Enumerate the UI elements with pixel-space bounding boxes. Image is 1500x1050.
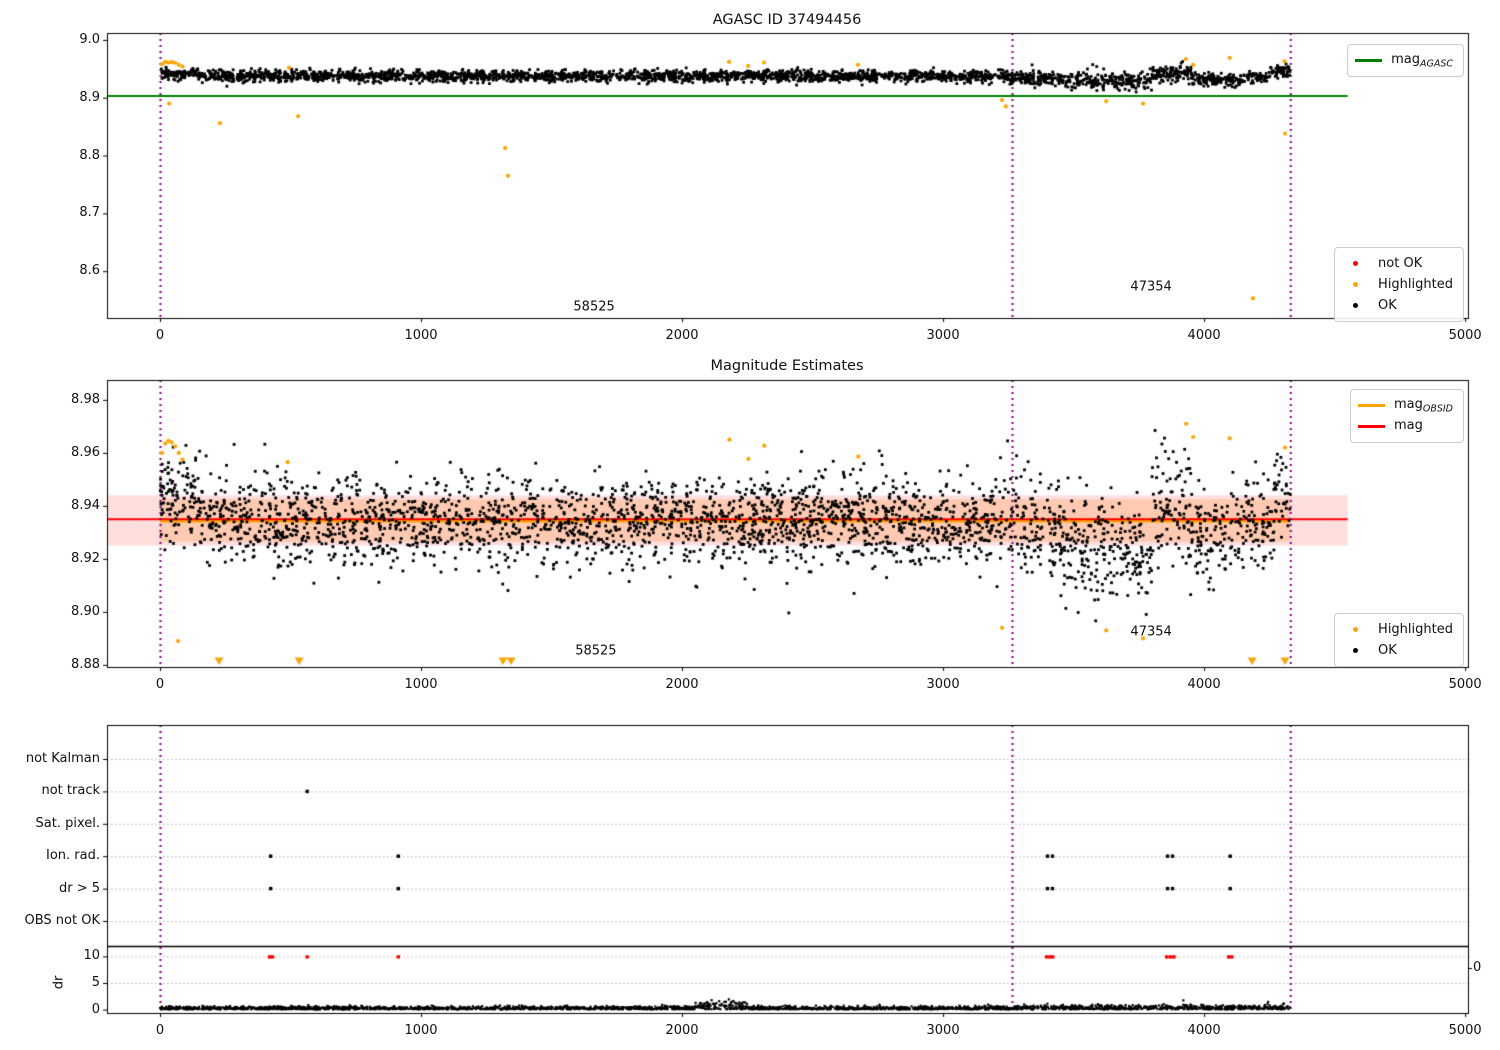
panel1-title: AGASC ID 37494456 bbox=[712, 12, 862, 28]
red-dot-swatch bbox=[1353, 261, 1359, 266]
legend-label: Highlighted bbox=[1378, 277, 1453, 292]
legend-label: Highlighted bbox=[1378, 622, 1453, 637]
legend-label: magAGASC bbox=[1391, 51, 1453, 70]
orange-dot-swatch bbox=[1353, 282, 1359, 287]
legend-label: OK bbox=[1378, 298, 1397, 313]
red-line-swatch bbox=[1357, 425, 1385, 428]
panel2-title: Magnitude Estimates bbox=[710, 358, 864, 374]
legend-row-ok: OK bbox=[1342, 295, 1453, 316]
legend-row-mag: mag bbox=[1357, 416, 1453, 437]
legend-mag-agasc: magAGASC bbox=[1347, 44, 1464, 77]
black-dot-swatch bbox=[1353, 303, 1359, 308]
legend-row-ok: OK bbox=[1342, 640, 1453, 661]
orange-dot-swatch bbox=[1353, 627, 1359, 632]
green-line-swatch bbox=[1355, 59, 1383, 62]
legend-mag-obsid: magOBSID mag bbox=[1349, 389, 1464, 443]
legend-markers-middle: Highlighted OK bbox=[1334, 613, 1464, 667]
legend-row-highlighted: Highlighted bbox=[1342, 619, 1453, 640]
legend-row-not-ok: not OK bbox=[1342, 253, 1453, 274]
black-dot-swatch bbox=[1353, 648, 1359, 653]
orange-line-swatch bbox=[1357, 404, 1385, 407]
legend-row-highlighted: Highlighted bbox=[1342, 274, 1453, 295]
legend-label: OK bbox=[1378, 643, 1397, 658]
legend-label: magOBSID bbox=[1393, 396, 1453, 415]
legend-markers-top: not OK Highlighted OK bbox=[1334, 247, 1464, 322]
legend-row-mag-obsid: magOBSID bbox=[1357, 395, 1453, 416]
legend-row-mag-agasc: magAGASC bbox=[1355, 50, 1453, 71]
legend-label: mag bbox=[1393, 417, 1423, 433]
legend-label: not OK bbox=[1378, 256, 1423, 271]
